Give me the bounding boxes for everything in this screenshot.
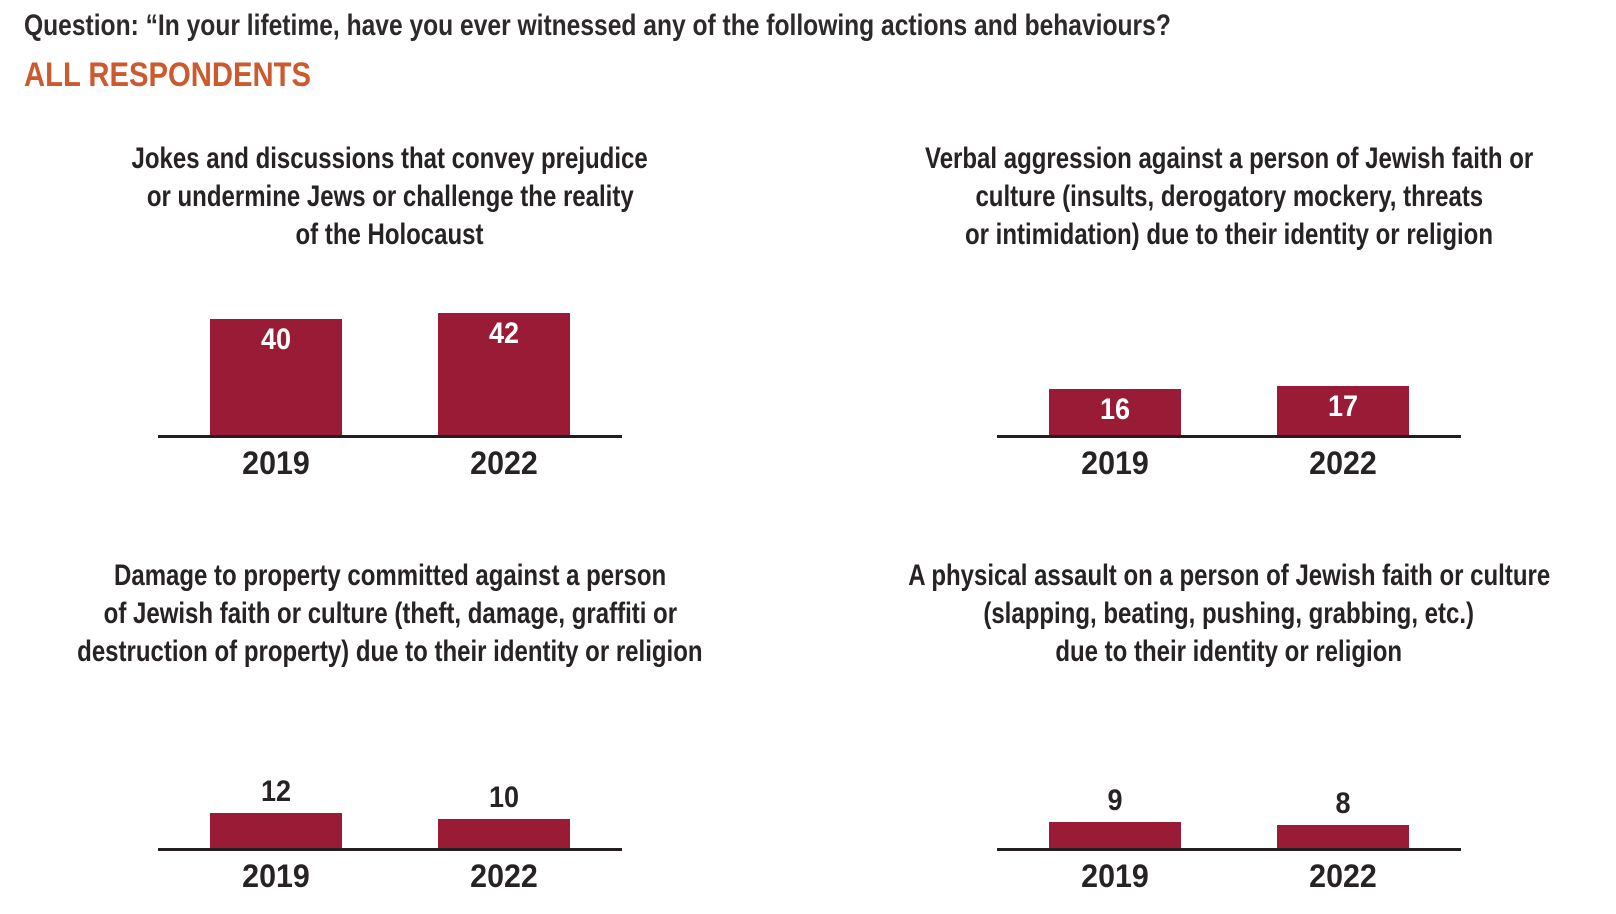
x-axis-label-2022: 2022: [470, 445, 538, 481]
chart-title-line: due to their identity or religion: [1055, 635, 1403, 668]
x-axis-label-2019: 2019: [1081, 445, 1149, 481]
bar-2019: [1049, 822, 1181, 848]
chart-title: A physical assault on a person of Jewish…: [908, 557, 1550, 671]
chart-title-line: of Jewish faith or culture (theft, damag…: [103, 597, 677, 630]
bar-value-label: 10: [488, 781, 520, 814]
bar-value-label: 8: [1335, 787, 1351, 820]
bar-value-label: 40: [260, 323, 292, 356]
chart-title-line: culture (insults, derogatory mockery, th…: [975, 180, 1483, 213]
bar-2019: [210, 319, 342, 435]
x-axis-label-2019: 2019: [1081, 858, 1149, 894]
chart-property-damage: Damage to property committed against a p…: [77, 557, 702, 895]
x-axis-label-2022: 2022: [1309, 445, 1377, 481]
respondents-label: ALL RESPONDENTS: [24, 56, 312, 94]
x-axis-label-2019: 2019: [242, 858, 310, 894]
chart-physical-assault: A physical assault on a person of Jewish…: [908, 557, 1550, 895]
chart-title-line: Verbal aggression against a person of Je…: [924, 142, 1534, 175]
chart-title-line: Damage to property committed against a p…: [113, 559, 667, 592]
chart-jokes-prejudice: Jokes and discussions that convey prejud…: [120, 140, 660, 482]
bar-2022: [1277, 386, 1409, 435]
chart-title-line: Jokes and discussions that convey prejud…: [131, 142, 649, 175]
chart-title: Jokes and discussions that convey prejud…: [120, 140, 660, 254]
x-axis-labels: 2019 2022: [158, 438, 622, 482]
plot-area: 16 17: [997, 254, 1461, 438]
bar-value-label: 9: [1107, 784, 1123, 817]
bar-value-label: 17: [1327, 390, 1359, 423]
x-axis-labels: 2019 2022: [997, 438, 1461, 482]
bar-2019: [1049, 389, 1181, 435]
bar-value-label: 42: [488, 317, 520, 350]
x-axis-labels: 2019 2022: [997, 851, 1461, 895]
chart-title-line: (slapping, beating, pushing, grabbing, e…: [983, 597, 1475, 630]
chart-title: Verbal aggression against a person of Je…: [925, 140, 1533, 254]
chart-title-line: or intimidation) due to their identity o…: [965, 218, 1493, 251]
chart-title-line: of the Holocaust: [295, 218, 484, 251]
plot-area: 12 10: [158, 671, 622, 851]
plot-area: 40 42: [158, 254, 622, 438]
x-axis-label-2022: 2022: [470, 858, 538, 894]
bar-2022: [1277, 825, 1409, 848]
x-axis-labels: 2019 2022: [158, 851, 622, 895]
chart-title-line: A physical assault on a person of Jewish…: [908, 559, 1550, 592]
x-axis-label-2022: 2022: [1309, 858, 1377, 894]
survey-question: Question: “In your lifetime, have you ev…: [24, 9, 1171, 42]
chart-title-line: or undermine Jews or challenge the reali…: [146, 180, 634, 213]
bar-value-label: 12: [260, 775, 292, 808]
bar-2022: [438, 819, 570, 848]
x-axis-label-2019: 2019: [242, 445, 310, 481]
chart-title-line: destruction of property) due to their id…: [77, 635, 703, 668]
x-axis-line: [997, 435, 1461, 438]
chart-verbal-aggression: Verbal aggression against a person of Je…: [925, 140, 1533, 482]
x-axis-line: [997, 848, 1461, 851]
bar-2022: [438, 313, 570, 435]
x-axis-line: [158, 848, 622, 851]
x-axis-line: [158, 435, 622, 438]
bar-2019: [210, 813, 342, 848]
chart-title: Damage to property committed against a p…: [77, 557, 702, 671]
bar-value-label: 16: [1099, 393, 1131, 426]
